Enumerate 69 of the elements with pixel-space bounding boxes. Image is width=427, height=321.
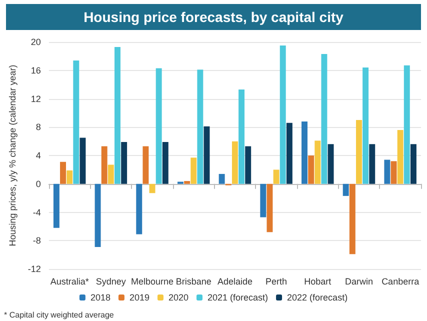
bar xyxy=(94,184,101,248)
bar xyxy=(238,90,245,184)
bar xyxy=(232,141,238,184)
bar xyxy=(156,68,162,184)
bar xyxy=(108,164,114,184)
bar xyxy=(384,160,390,184)
bar xyxy=(404,65,410,184)
legend-label: 2018 xyxy=(90,292,110,302)
x-tick-label: Darwin xyxy=(344,276,373,286)
x-tick-label: Hobart xyxy=(304,276,332,286)
bar xyxy=(349,184,356,254)
legend-label: 2022 (forecast) xyxy=(287,292,348,302)
y-axis-title: Housing prices, y/y % change (calendar year) xyxy=(8,64,18,246)
bar xyxy=(197,70,204,184)
x-tick-label: Brisbane xyxy=(176,276,212,286)
y-tick-label: -8 xyxy=(32,236,41,246)
bar xyxy=(149,184,156,194)
bar xyxy=(362,68,369,184)
x-tick-label: Perth xyxy=(266,276,288,286)
bar xyxy=(356,120,362,184)
x-tick-label: Australia* xyxy=(50,276,90,286)
bar xyxy=(280,46,286,184)
bar xyxy=(136,184,142,234)
bar xyxy=(60,162,66,184)
bar xyxy=(121,142,128,184)
bar xyxy=(66,170,73,184)
y-tick-label: 8 xyxy=(36,122,41,132)
bar xyxy=(73,60,80,184)
x-tick-label: Melbourne xyxy=(131,276,174,286)
bar xyxy=(410,144,416,184)
bar xyxy=(397,130,404,184)
legend-label: 2021 (forecast) xyxy=(208,292,268,302)
bar xyxy=(286,122,292,184)
y-tick-label: 12 xyxy=(30,94,41,104)
y-tick-label: -4 xyxy=(32,207,41,218)
x-tick-label: Adelaide xyxy=(217,276,252,286)
bar xyxy=(260,184,266,218)
bar xyxy=(101,146,108,184)
bar xyxy=(190,158,197,184)
x-tick-label: Sydney xyxy=(96,276,126,286)
legend-label: 2019 xyxy=(129,292,150,302)
legend-label: 2020 xyxy=(168,292,189,302)
bar xyxy=(245,146,252,184)
bar xyxy=(369,144,376,184)
y-tick-label: 0 xyxy=(36,178,41,189)
bar xyxy=(184,181,190,184)
x-tick-label: Canberra xyxy=(382,276,420,286)
bar xyxy=(114,46,120,184)
y-tick-label: 4 xyxy=(36,150,41,160)
y-tick-label: 16 xyxy=(30,65,41,76)
bar xyxy=(204,126,210,184)
bar xyxy=(328,144,334,184)
bar xyxy=(314,140,321,184)
y-tick-label: -12 xyxy=(28,264,41,274)
bar xyxy=(162,142,168,184)
bar xyxy=(342,184,349,196)
bar xyxy=(266,184,273,232)
bar xyxy=(273,170,280,184)
bar xyxy=(142,146,149,184)
bar xyxy=(390,161,397,184)
text: * Capital city weighted average xyxy=(4,310,114,320)
bar xyxy=(302,121,308,184)
bar xyxy=(308,156,314,184)
bar xyxy=(53,184,60,228)
chart-title: Housing price forecasts, by capital city xyxy=(6,4,421,30)
bar xyxy=(321,54,328,184)
bar xyxy=(218,174,225,184)
bar xyxy=(80,138,86,184)
y-tick-label: 20 xyxy=(30,37,41,47)
